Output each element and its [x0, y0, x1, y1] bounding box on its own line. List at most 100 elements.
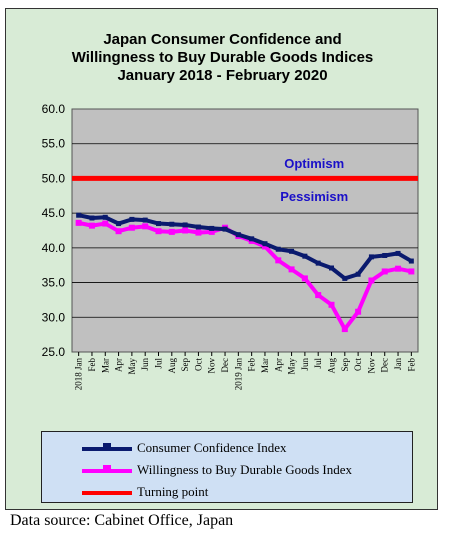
- data-point-durable-goods: [75, 219, 82, 226]
- x-tick-label: 2019 Jan: [233, 358, 243, 391]
- data-point-consumer-confidence: [116, 221, 122, 227]
- x-tick-label: Jun: [300, 358, 310, 371]
- y-tick-label: 25.0: [42, 345, 66, 359]
- data-point-consumer-confidence: [89, 215, 95, 221]
- data-point-consumer-confidence: [262, 241, 268, 247]
- data-point-consumer-confidence: [222, 226, 228, 232]
- data-point-consumer-confidence: [129, 216, 135, 222]
- line-chart: 25.0 30.0 35.0 40.0 45.0 50.0 55.0 60.0 2018 Jan…: [42, 102, 419, 391]
- legend-label-consumer-confidence: Consumer Confidence Index: [137, 440, 287, 455]
- x-tick-label: Feb: [87, 358, 97, 372]
- data-point-durable-goods: [128, 224, 135, 231]
- data-point-consumer-confidence: [315, 260, 321, 266]
- x-tick-label: 2018 Jan: [74, 358, 84, 391]
- data-point-durable-goods: [328, 301, 335, 308]
- legend-marker-consumer-confidence: [103, 443, 111, 451]
- x-tick-label: Dec: [380, 358, 390, 373]
- x-tick-label: Jul: [154, 358, 164, 369]
- x-tick-label: Nov: [366, 358, 376, 374]
- data-point-consumer-confidence: [235, 232, 241, 238]
- data-point-consumer-confidence: [302, 253, 308, 259]
- data-point-consumer-confidence: [368, 254, 374, 260]
- x-tick-label: Mar: [100, 358, 110, 373]
- data-point-durable-goods: [261, 243, 268, 250]
- data-point-durable-goods: [315, 292, 322, 299]
- x-tick-label: Sep: [340, 358, 350, 372]
- legend: Consumer Confidence Index Willingness to…: [41, 431, 413, 503]
- data-point-consumer-confidence: [395, 250, 401, 256]
- x-tick-label: Jan: [393, 358, 403, 370]
- data-point-durable-goods: [142, 223, 149, 230]
- data-point-durable-goods: [168, 228, 175, 235]
- y-tick-label: 40.0: [42, 241, 66, 255]
- legend-item-consumer-confidence: Consumer Confidence Index: [42, 438, 412, 458]
- data-point-durable-goods: [155, 228, 162, 235]
- x-tick-label: May: [127, 358, 137, 375]
- x-tick-label: Aug: [327, 358, 337, 374]
- x-tick-label: Oct: [193, 358, 203, 371]
- data-point-durable-goods: [341, 326, 348, 333]
- annotation-optimism: Optimism: [284, 156, 344, 171]
- chart-title-line-2: Willingness to Buy Durable Goods Indices: [71, 49, 374, 66]
- x-tick-label: Aug: [167, 358, 177, 374]
- x-tick-label: Feb: [247, 358, 257, 372]
- data-point-durable-goods: [395, 265, 402, 272]
- data-point-consumer-confidence: [329, 265, 334, 271]
- y-tick-label: 45.0: [42, 206, 66, 220]
- data-point-durable-goods: [208, 228, 215, 235]
- legend-swatch-turning-point: [82, 491, 132, 495]
- legend-marker-durable-goods: [103, 465, 111, 473]
- legend-item-durable-goods: Willingness to Buy Durable Goods Index: [42, 460, 412, 480]
- y-tick-label: 50.0: [42, 171, 66, 185]
- data-point-durable-goods: [368, 277, 375, 284]
- data-point-durable-goods: [102, 220, 109, 227]
- data-point-consumer-confidence: [249, 236, 255, 242]
- data-point-durable-goods: [115, 228, 122, 235]
- x-tick-label: Sep: [180, 358, 190, 372]
- data-point-consumer-confidence: [76, 212, 82, 218]
- data-point-consumer-confidence: [355, 271, 361, 277]
- x-tick-label: Apr: [114, 358, 124, 372]
- y-tick-label: 60.0: [42, 102, 66, 116]
- x-tick-label: Mar: [260, 358, 270, 373]
- data-point-consumer-confidence: [289, 248, 295, 254]
- x-tick-label: Nov: [207, 358, 217, 374]
- x-tick-label: Feb: [406, 358, 416, 372]
- annotation-pessimism: Pessimism: [280, 189, 348, 204]
- data-point-durable-goods: [195, 229, 202, 236]
- data-point-consumer-confidence: [102, 214, 108, 220]
- chart-title-line-3: January 2018 - February 2020: [117, 67, 328, 84]
- y-tick-label: 55.0: [42, 137, 66, 151]
- x-tick-label: Oct: [353, 358, 363, 371]
- x-tick-label: May: [287, 358, 297, 375]
- data-point-consumer-confidence: [195, 224, 201, 230]
- data-point-consumer-confidence: [342, 275, 348, 281]
- data-point-durable-goods: [182, 227, 189, 234]
- data-point-durable-goods: [408, 268, 415, 275]
- legend-item-turning-point: Turning point: [42, 482, 412, 502]
- data-point-consumer-confidence: [382, 252, 388, 258]
- x-tick-label: Jun: [140, 358, 150, 371]
- data-source-note: Data source: Cabinet Office, Japan: [10, 512, 234, 529]
- data-point-consumer-confidence: [182, 222, 188, 228]
- data-point-durable-goods: [301, 275, 308, 282]
- y-tick-label: 30.0: [42, 310, 66, 324]
- x-tick-label: Dec: [220, 358, 230, 373]
- x-tick-label: Apr: [273, 358, 283, 372]
- data-point-consumer-confidence: [142, 217, 148, 223]
- data-point-durable-goods: [275, 257, 282, 264]
- data-point-consumer-confidence: [408, 258, 414, 264]
- data-point-consumer-confidence: [156, 221, 161, 227]
- data-point-durable-goods: [88, 222, 95, 229]
- data-point-consumer-confidence: [275, 246, 281, 252]
- y-tick-label: 35.0: [42, 276, 66, 290]
- chart-title-line-1: Japan Consumer Confidence and: [103, 31, 342, 48]
- legend-label-durable-goods: Willingness to Buy Durable Goods Index: [137, 462, 353, 477]
- data-point-consumer-confidence: [209, 225, 215, 231]
- data-point-durable-goods: [381, 268, 388, 275]
- data-point-durable-goods: [355, 308, 362, 315]
- chart-frame: Japan Consumer Confidence and Willingnes…: [5, 8, 438, 510]
- x-tick-label: Jul: [313, 358, 323, 369]
- legend-label-turning-point: Turning point: [137, 484, 209, 499]
- data-point-consumer-confidence: [169, 221, 175, 227]
